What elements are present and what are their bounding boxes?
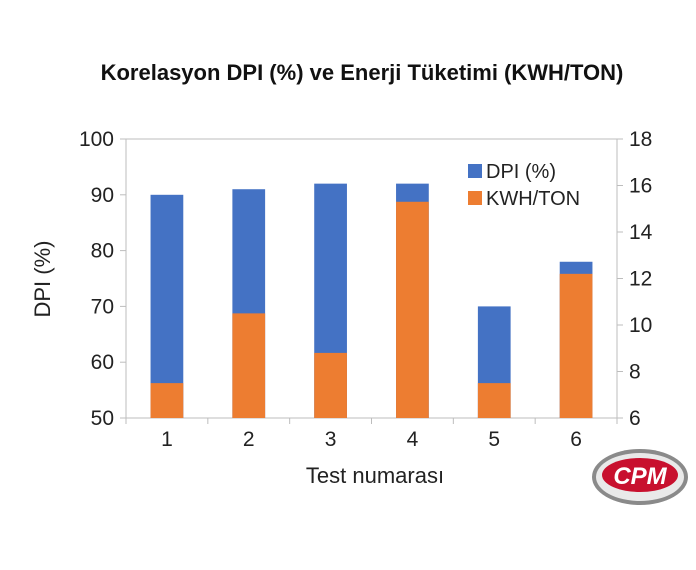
y-tick-label: 70	[91, 295, 114, 318]
y-tick-label: 60	[91, 351, 114, 374]
y2-tick-label: 16	[629, 175, 652, 198]
bar-dpi	[150, 194, 184, 418]
y-tick-label: 50	[91, 407, 114, 430]
bar-kwh	[232, 313, 266, 418]
y-axis-label: DPI (%)	[30, 241, 55, 318]
bar-kwh	[150, 383, 184, 418]
legend: DPI (%) KWH/TON	[468, 161, 580, 210]
legend-label: KWH/TON	[486, 188, 580, 210]
y-tick-label: 80	[91, 240, 114, 263]
y2-tick-label: 12	[629, 268, 652, 291]
x-tick-label: 5	[488, 428, 500, 451]
bar-kwh	[477, 383, 511, 418]
x-tick-label: 2	[243, 428, 255, 451]
logo-red-band	[602, 458, 678, 492]
x-tick-label: 4	[407, 428, 419, 451]
legend-swatch	[468, 164, 482, 178]
y2-tick-label: 8	[629, 361, 641, 384]
bar-kwh	[314, 352, 347, 418]
chart-title: Korelasyon DPI (%) ve Enerji Tüketimi (K…	[101, 60, 624, 85]
y2-tick-label: 14	[629, 221, 653, 244]
y2-tick-label: 10	[629, 314, 652, 337]
legend-swatch	[468, 191, 482, 205]
y-tick-label: 100	[79, 128, 114, 151]
y2-tick-label: 18	[629, 128, 652, 151]
x-axis-label: Test numarası	[306, 463, 444, 488]
y-tick-label: 90	[91, 184, 114, 207]
legend-label: DPI (%)	[486, 161, 556, 183]
bar-kwh	[396, 201, 429, 418]
x-tick-label: 3	[325, 428, 337, 451]
x-tick-label: 1	[161, 428, 173, 451]
logo-wordmark: CPM	[613, 463, 667, 490]
x-tick-label: 6	[570, 428, 582, 451]
bar-kwh	[559, 273, 593, 418]
cpm-logo: CPM	[592, 449, 688, 505]
y2-tick-label: 6	[629, 407, 641, 430]
